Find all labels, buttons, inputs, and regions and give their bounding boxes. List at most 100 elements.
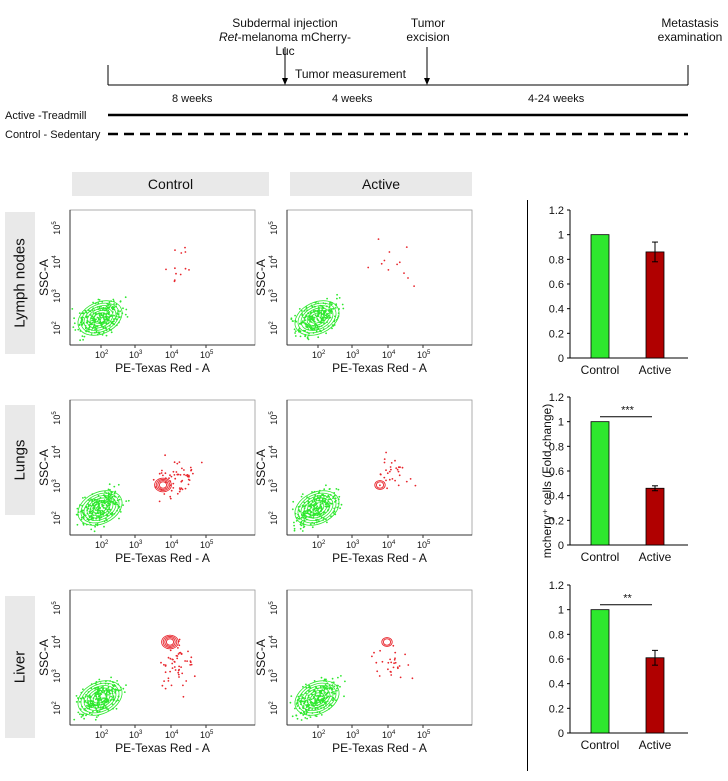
flow-x-label: PE-Texas Red - A bbox=[332, 551, 427, 565]
mcherry-event bbox=[379, 473, 382, 475]
population-dot bbox=[313, 316, 316, 319]
flow-x-tick-label: 105 bbox=[200, 350, 214, 360]
population-dot bbox=[336, 293, 338, 296]
population-dot bbox=[122, 307, 124, 310]
mcherry-event bbox=[401, 466, 404, 469]
injection-arrowhead bbox=[282, 78, 288, 85]
population-dot bbox=[301, 493, 304, 495]
mcherry-event bbox=[404, 653, 406, 656]
population-dot bbox=[94, 525, 96, 528]
population-dot bbox=[122, 687, 125, 690]
population-dot bbox=[295, 703, 298, 705]
population-dot bbox=[332, 497, 334, 500]
population-contour bbox=[89, 499, 111, 517]
population-dot bbox=[79, 713, 81, 716]
mcherry-event bbox=[179, 488, 182, 491]
mcherry-event bbox=[178, 668, 181, 671]
population-dot bbox=[102, 506, 105, 509]
population-dot bbox=[97, 691, 99, 694]
population-dot bbox=[301, 530, 304, 532]
population-dot bbox=[327, 314, 330, 317]
population-dot bbox=[78, 324, 81, 326]
mcherry-event bbox=[394, 657, 396, 660]
mcherry-event bbox=[189, 664, 192, 666]
mcherry-event bbox=[388, 251, 391, 253]
flow-y-tick-label: 102 bbox=[269, 701, 279, 715]
population-dot bbox=[310, 328, 313, 331]
population-dot bbox=[320, 714, 323, 716]
flow-frame bbox=[69, 399, 256, 536]
mcherry-event bbox=[390, 674, 393, 676]
population-contour bbox=[83, 305, 117, 331]
population-dot bbox=[92, 705, 95, 707]
population-dot bbox=[103, 525, 105, 528]
bar-y-tick-label: 1 bbox=[558, 605, 564, 617]
population-dot bbox=[80, 716, 83, 718]
population-dot bbox=[125, 500, 128, 502]
bar-chart-1: 0 0.2 0.4 0.6 0.8 1 1.2 Control Active bbox=[549, 205, 688, 377]
mcherry-event bbox=[381, 660, 384, 663]
population-dot bbox=[314, 494, 317, 497]
population-dot bbox=[102, 505, 104, 507]
population-dot bbox=[100, 317, 102, 319]
population-contour bbox=[83, 495, 117, 521]
population-dot bbox=[73, 317, 75, 320]
legend-control: Control - Sedentary bbox=[5, 129, 101, 141]
metastasis-line1: Metastasis bbox=[661, 16, 719, 30]
population-dot bbox=[315, 686, 317, 689]
mcherry-event bbox=[184, 267, 187, 270]
bar-y-tick-label: 1.2 bbox=[549, 392, 564, 404]
population-dot bbox=[330, 691, 333, 694]
population-dot bbox=[300, 495, 303, 498]
population-dot bbox=[109, 497, 112, 499]
population-dot bbox=[99, 694, 101, 697]
population-dot bbox=[102, 316, 105, 318]
population-dot bbox=[298, 308, 301, 310]
mcherry-contour bbox=[157, 480, 169, 490]
population-dot bbox=[294, 330, 297, 332]
mcherry-event bbox=[185, 680, 188, 682]
population-dot bbox=[303, 505, 306, 508]
population-dot bbox=[330, 312, 333, 314]
population-dot bbox=[117, 483, 120, 486]
mcherry-event bbox=[390, 671, 392, 673]
flow-x-tick-label: 105 bbox=[200, 540, 214, 550]
population-dot bbox=[302, 700, 304, 703]
population-dot bbox=[111, 308, 114, 311]
mcherry-event bbox=[409, 478, 412, 480]
population-dot bbox=[296, 705, 299, 707]
population-dot bbox=[324, 314, 327, 317]
population-dot bbox=[119, 310, 121, 313]
population-dot bbox=[306, 717, 308, 720]
population-dot bbox=[290, 695, 293, 697]
mcherry-event bbox=[184, 246, 186, 249]
mcherry-event bbox=[168, 477, 170, 480]
mcherry-event bbox=[164, 665, 167, 667]
population-dot bbox=[107, 488, 110, 491]
population-dot bbox=[71, 308, 74, 310]
mcherry-event bbox=[178, 487, 181, 489]
mcherry-event bbox=[380, 262, 383, 265]
mcherry-event bbox=[411, 677, 414, 680]
population-dot bbox=[326, 691, 329, 694]
population-dot bbox=[97, 515, 100, 518]
population-dot bbox=[77, 328, 80, 331]
population-dot bbox=[102, 314, 105, 316]
bar-category-label: Active bbox=[639, 363, 672, 377]
mcherry-event bbox=[178, 638, 181, 641]
population-dot bbox=[92, 301, 94, 304]
population-dot bbox=[327, 505, 329, 507]
flow-y-tick-label: 102 bbox=[52, 511, 62, 525]
period-3: 4-24 weeks bbox=[528, 93, 585, 105]
mcherry-event bbox=[398, 665, 401, 667]
population-dot bbox=[324, 316, 327, 319]
mcherry-event bbox=[169, 670, 172, 673]
flow-y-tick-label: 105 bbox=[269, 601, 279, 615]
bar-y-tick-label: 0 bbox=[558, 353, 564, 365]
flow-y-label: SSC-A bbox=[254, 639, 268, 676]
population-dot bbox=[81, 320, 83, 322]
population-dot bbox=[295, 714, 298, 717]
injection-italic: Ret bbox=[218, 30, 238, 44]
flow-y-tick-label: 103 bbox=[269, 669, 279, 683]
